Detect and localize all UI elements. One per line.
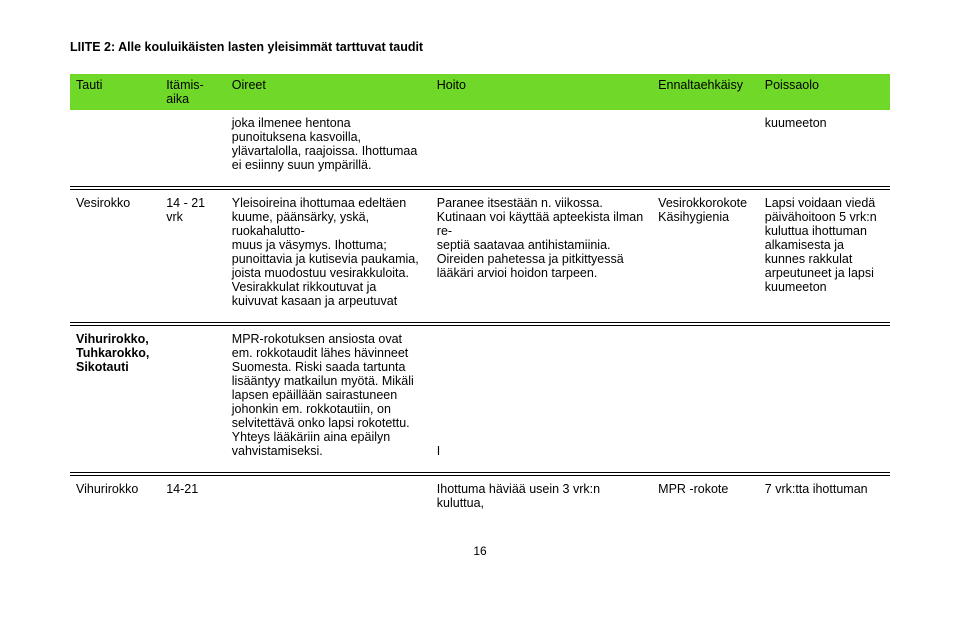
cell-poissa: kuumeeton bbox=[759, 110, 890, 187]
col-header-tauti: Tauti bbox=[70, 74, 160, 110]
table-row: Vesirokko 14 - 21 vrk Yleisoireina ihott… bbox=[70, 190, 890, 323]
cell-hoito bbox=[431, 110, 652, 187]
cell-tauti bbox=[70, 110, 160, 187]
cell-poissa: 7 vrk:tta ihottuman bbox=[759, 476, 890, 525]
cell-ennalt bbox=[652, 110, 759, 187]
col-header-itamis: Itämis- aika bbox=[160, 74, 226, 110]
cell-hoito: Ihottuma häviää usein 3 vrk:n kuluttua, bbox=[431, 476, 652, 525]
table-header-row: Tauti Itämis- aika Oireet Hoito Ennaltae… bbox=[70, 74, 890, 110]
cell-ennalt: Vesirokkorokote Käsihygienia bbox=[652, 190, 759, 323]
cell-itamis bbox=[160, 326, 226, 473]
cell-ennalt: MPR -rokote bbox=[652, 476, 759, 525]
cell-itamis: 14-21 bbox=[160, 476, 226, 525]
cell-hoito: I bbox=[431, 326, 652, 473]
table-row: Vihurirokko 14-21 Ihottuma häviää usein … bbox=[70, 476, 890, 525]
cell-oireet: Yleisoireina ihottumaa edeltäen kuume, p… bbox=[226, 190, 431, 323]
cell-itamis: 14 - 21 vrk bbox=[160, 190, 226, 323]
table-row: joka ilmenee hentona punoituksena kasvoi… bbox=[70, 110, 890, 187]
cell-itamis bbox=[160, 110, 226, 187]
col-header-ennalt: Ennaltaehkäisy bbox=[652, 74, 759, 110]
cell-oireet: joka ilmenee hentona punoituksena kasvoi… bbox=[226, 110, 431, 187]
cell-ennalt bbox=[652, 326, 759, 473]
cell-poissa: Lapsi voidaan viedä päivähoitoon 5 vrk:n… bbox=[759, 190, 890, 323]
page-title: LIITE 2: Alle kouluikäisten lasten yleis… bbox=[70, 40, 890, 54]
col-header-oireet: Oireet bbox=[226, 74, 431, 110]
cell-tauti: Vihurirokko, Tuhkarokko, Sikotauti bbox=[70, 326, 160, 473]
cell-poissa bbox=[759, 326, 890, 473]
cell-hoito: Paranee itsestään n. viikossa. Kutinaan … bbox=[431, 190, 652, 323]
col-header-poissa: Poissaolo bbox=[759, 74, 890, 110]
diseases-table: Tauti Itämis- aika Oireet Hoito Ennaltae… bbox=[70, 74, 890, 524]
col-header-hoito: Hoito bbox=[431, 74, 652, 110]
page-number: 16 bbox=[70, 544, 890, 558]
cell-tauti: Vesirokko bbox=[70, 190, 160, 323]
cell-oireet bbox=[226, 476, 431, 525]
cell-oireet: MPR-rokotuksen ansiosta ovat em. rokkota… bbox=[226, 326, 431, 473]
table-row: Vihurirokko, Tuhkarokko, Sikotauti MPR-r… bbox=[70, 326, 890, 473]
cell-tauti: Vihurirokko bbox=[70, 476, 160, 525]
